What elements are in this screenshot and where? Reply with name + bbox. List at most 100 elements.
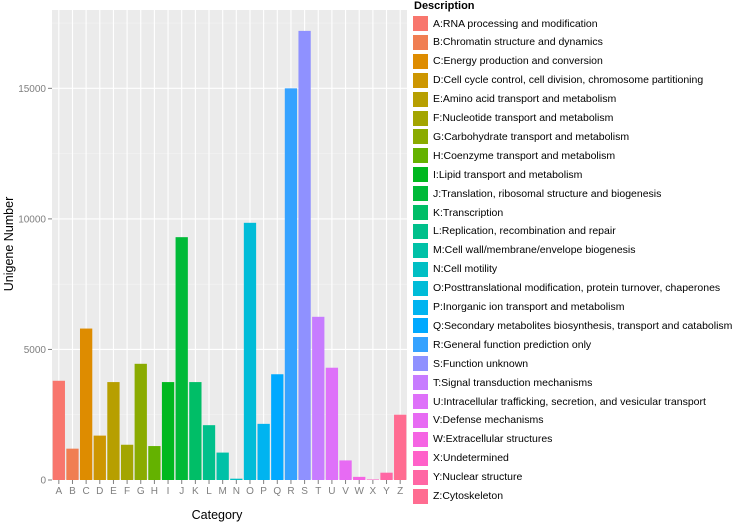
legend-item: I:Lipid transport and metabolism <box>412 165 582 184</box>
bar-E <box>107 382 120 480</box>
legend-swatch <box>412 109 429 127</box>
x-tick-label: Z <box>397 486 403 497</box>
y-axis-ticks: 0 5000 10000 15000 <box>18 84 52 487</box>
legend-swatch <box>412 166 429 184</box>
legend-label: B:Chromatin structure and dynamics <box>433 36 603 49</box>
legend-label: M:Cell wall/membrane/envelope biogenesis <box>433 244 636 257</box>
x-tick-label: T <box>315 486 321 497</box>
legend-swatch <box>412 52 429 70</box>
x-tick-label: F <box>124 486 130 497</box>
legend-label: K:Transcription <box>433 206 504 219</box>
legend-item: K:Transcription <box>412 203 503 222</box>
legend-swatch <box>412 374 429 392</box>
x-tick-label: G <box>137 486 145 497</box>
legend-label: R:General function prediction only <box>433 338 592 351</box>
legend-label: P:Inorganic ion transport and metabolism <box>433 301 625 313</box>
legend-swatch <box>412 241 429 259</box>
y-tick-label: 15000 <box>18 84 46 95</box>
x-tick-label: B <box>69 486 76 497</box>
bar-X <box>366 479 380 480</box>
legend-swatch <box>412 90 429 108</box>
legend-swatch <box>412 355 429 373</box>
legend-item: B:Chromatin structure and dynamics <box>412 33 603 52</box>
bar-O <box>243 222 257 481</box>
x-tick-label: S <box>301 486 308 497</box>
legend-item: T:Signal transduction mechanisms <box>412 373 592 392</box>
legend-swatch <box>412 15 429 32</box>
x-tick-label: C <box>83 486 90 497</box>
bar-D <box>93 435 106 480</box>
bar-H <box>148 446 161 480</box>
legend-label: G:Carbohydrate transport and metabolism <box>433 130 630 143</box>
bar-I <box>161 382 175 480</box>
x-tick-label: A <box>55 486 62 497</box>
x-tick-label: H <box>151 486 158 497</box>
x-tick-label: V <box>342 486 349 497</box>
bar-U <box>325 367 339 480</box>
legend-item: M:Cell wall/membrane/envelope biogenesis <box>412 241 636 260</box>
x-tick-label: Y <box>383 486 390 497</box>
x-axis-label: Category <box>192 508 243 522</box>
legend-item: A:RNA processing and modification <box>412 14 598 33</box>
bar-Q <box>271 374 284 480</box>
legend-swatch <box>412 487 429 505</box>
legend-item: Q:Secondary metabolites biosynthesis, tr… <box>412 316 732 335</box>
legend-item: X:Undetermined <box>412 449 509 468</box>
legend-swatch <box>412 147 429 165</box>
bar-N <box>230 478 243 480</box>
legend-label: S:Function unknown <box>433 357 529 370</box>
legend-label: Q:Secondary metabolites biosynthesis, tr… <box>433 319 733 332</box>
y-axis-label: Unigene Number <box>2 197 16 292</box>
bar-V <box>339 460 352 480</box>
legend-swatch <box>412 336 429 354</box>
bar-W <box>353 476 366 480</box>
legend-item: O:Posttranslational modification, protei… <box>412 279 720 298</box>
x-tick-label: J <box>179 486 184 497</box>
bar-B <box>66 448 79 480</box>
legend-label: J:Translation, ribosomal structure and b… <box>433 187 662 200</box>
bar-Y <box>380 472 393 480</box>
legend-label: Y:Nuclear structure <box>433 471 523 484</box>
legend-label: I:Lipid transport and metabolism <box>433 168 583 181</box>
plot-panel <box>52 10 407 480</box>
x-tick-label: I <box>167 486 170 497</box>
minor-gridlines <box>52 22 407 416</box>
legend-item: W:Extracellular structures <box>412 430 552 449</box>
x-tick-label: P <box>260 486 267 497</box>
legend-swatch <box>412 430 429 448</box>
x-tick-label: L <box>206 486 212 497</box>
x-tick-label: Q <box>273 486 281 497</box>
x-tick-label: K <box>192 486 199 497</box>
legend-item: P:Inorganic ion transport and metabolism <box>412 298 624 317</box>
bar-J <box>175 237 188 480</box>
bar-L <box>202 425 216 480</box>
legend-label: E:Amino acid transport and metabolism <box>433 93 617 106</box>
legend-label: F:Nucleotide transport and metabolism <box>433 112 614 124</box>
legend-swatch <box>412 185 429 203</box>
legend-swatch <box>412 33 429 51</box>
legend-swatch <box>412 298 429 316</box>
legend-item: U:Intracellular trafficking, secretion, … <box>412 392 706 411</box>
legend-swatch <box>412 204 429 221</box>
bars <box>52 30 407 481</box>
bar-S <box>298 30 311 481</box>
bar-P <box>257 423 270 480</box>
bar-F <box>120 444 134 480</box>
legend-label: V:Defense mechanisms <box>433 414 544 427</box>
legend-label: W:Extracellular structures <box>433 433 553 446</box>
legend-swatch <box>412 393 429 410</box>
legend-swatch <box>412 449 429 467</box>
legend-label: D:Cell cycle control, cell division, chr… <box>433 74 704 87</box>
legend-label: H:Coenzyme transport and metabolism <box>433 149 616 162</box>
legend-label: X:Undetermined <box>433 452 509 465</box>
legend-swatch <box>412 468 429 486</box>
y-tick-label: 5000 <box>24 345 47 356</box>
x-tick-label: O <box>246 486 254 497</box>
legend-item: Y:Nuclear structure <box>412 468 522 487</box>
x-tick-label: W <box>354 486 364 497</box>
bar-A <box>52 380 65 480</box>
legend-label: A:RNA processing and modification <box>433 17 598 30</box>
legend-label: N:Cell motility <box>433 263 498 276</box>
